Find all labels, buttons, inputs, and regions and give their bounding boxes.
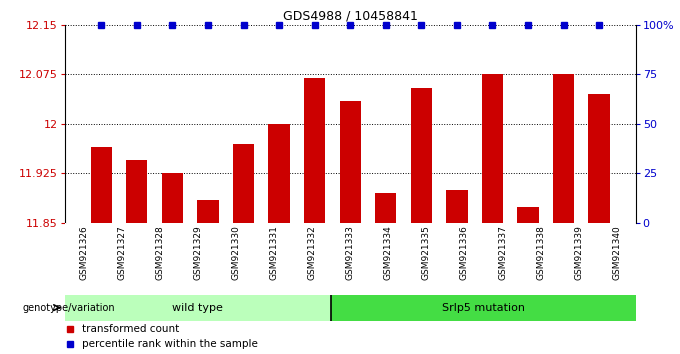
- Text: GSM921338: GSM921338: [536, 225, 545, 280]
- Bar: [126, 160, 148, 223]
- Bar: [233, 144, 254, 223]
- Text: GSM921331: GSM921331: [269, 225, 279, 280]
- Bar: [339, 101, 361, 223]
- Text: GSM921336: GSM921336: [460, 225, 469, 280]
- Text: Srlp5 mutation: Srlp5 mutation: [442, 303, 525, 313]
- Text: GSM921334: GSM921334: [384, 225, 393, 280]
- Bar: [411, 87, 432, 223]
- Text: GSM921337: GSM921337: [498, 225, 507, 280]
- Text: GSM921329: GSM921329: [193, 225, 203, 280]
- Bar: [375, 193, 396, 223]
- Bar: [588, 94, 610, 223]
- Text: GSM921339: GSM921339: [574, 225, 583, 280]
- Text: GSM921335: GSM921335: [422, 225, 431, 280]
- Text: GSM921328: GSM921328: [155, 225, 165, 280]
- Bar: [517, 206, 539, 223]
- Text: wild type: wild type: [173, 303, 223, 313]
- Bar: [197, 200, 218, 223]
- Bar: [269, 124, 290, 223]
- Text: GSM921327: GSM921327: [117, 225, 126, 280]
- Text: GSM921332: GSM921332: [307, 225, 317, 280]
- Bar: [446, 190, 468, 223]
- Text: transformed count: transformed count: [82, 324, 179, 335]
- Text: GSM921340: GSM921340: [612, 225, 622, 280]
- Bar: [482, 74, 503, 223]
- Bar: [65, 295, 331, 321]
- Text: GSM921333: GSM921333: [345, 225, 355, 280]
- Text: genotype/variation: genotype/variation: [22, 303, 115, 313]
- Text: percentile rank within the sample: percentile rank within the sample: [82, 338, 258, 349]
- Bar: [331, 295, 636, 321]
- Bar: [90, 147, 112, 223]
- Text: GSM921326: GSM921326: [79, 225, 88, 280]
- Title: GDS4988 / 10458841: GDS4988 / 10458841: [283, 9, 418, 22]
- Bar: [162, 173, 183, 223]
- Bar: [553, 74, 575, 223]
- Bar: [304, 78, 325, 223]
- Text: GSM921330: GSM921330: [231, 225, 241, 280]
